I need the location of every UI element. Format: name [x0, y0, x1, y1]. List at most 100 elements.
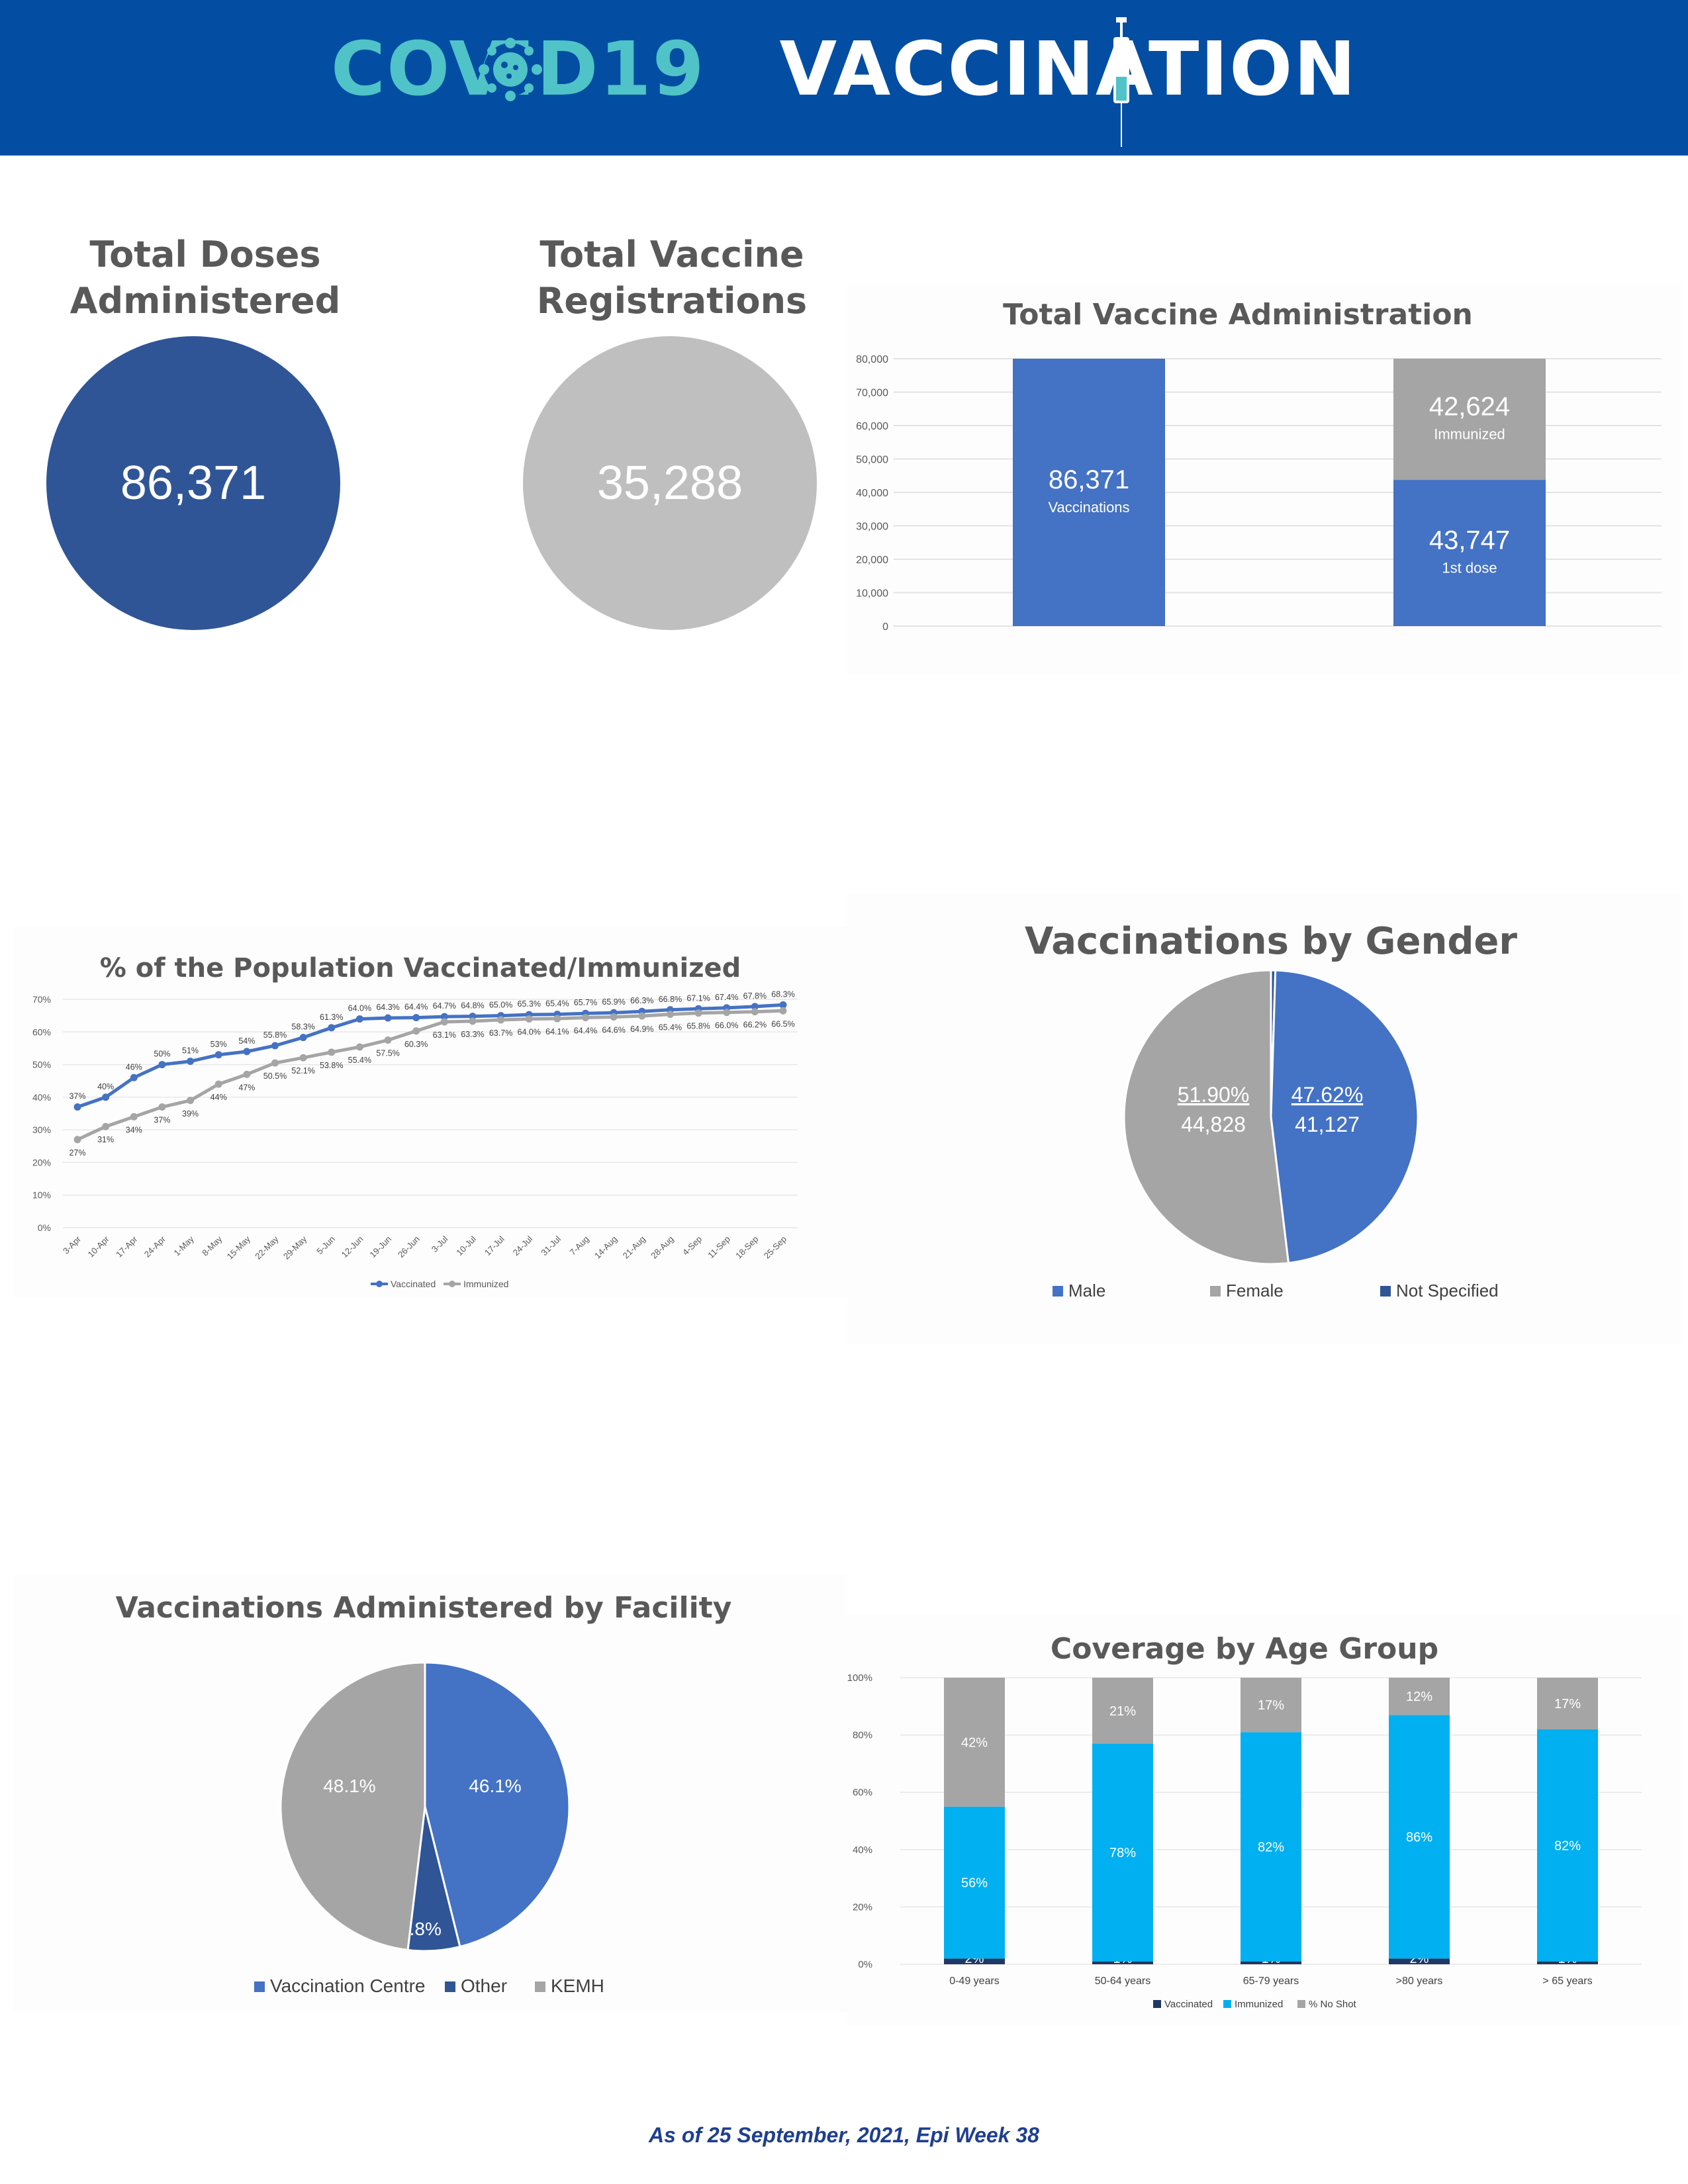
data-label: 64.8% — [461, 1001, 484, 1011]
gender-title: Vaccinations by Gender — [1024, 920, 1518, 963]
data-point — [328, 1048, 336, 1056]
registrations-value: 35,288 — [596, 457, 743, 510]
y-tick-label: 60% — [853, 1787, 872, 1798]
legend-swatch — [1297, 2000, 1305, 2008]
doses-label-line2: Administered — [70, 280, 341, 322]
doses-circle: 86,371 — [46, 336, 340, 630]
data-label: 61.3% — [320, 1013, 343, 1022]
facility-title: Vaccinations Administered by Facility — [115, 1591, 732, 1625]
data-label: 54% — [238, 1036, 255, 1046]
y-tick-label: 40,000 — [856, 488, 888, 499]
x-tick-label: 18-Sep — [733, 1234, 760, 1261]
y-tick-label: 20% — [32, 1157, 51, 1167]
stack-segment — [1241, 1678, 1301, 1733]
data-label: 46% — [126, 1062, 142, 1071]
segment-label: 78% — [1109, 1846, 1136, 1860]
legend-label: Vaccinated — [391, 1279, 436, 1289]
legend-label: Female — [1226, 1281, 1284, 1300]
x-tick-label: >80 years — [1396, 1976, 1443, 1987]
data-label: 65.0% — [489, 1001, 512, 1010]
title-vaccination: VACCINATION — [779, 26, 1358, 113]
data-label: 55.4% — [348, 1056, 371, 1065]
data-point — [610, 1013, 618, 1021]
data-point — [440, 1013, 448, 1021]
data-label: 58.3% — [291, 1023, 314, 1032]
data-label: 64.4% — [574, 1026, 597, 1036]
legend-swatch — [1210, 1286, 1221, 1297]
population-chart: 0% 10% 20% 30% 40% 50% 60% 70% 3-Apr 10-Apr 17-Apr… — [32, 989, 798, 1289]
data-point — [299, 1034, 307, 1042]
x-tick-label: 10-Jul — [454, 1234, 478, 1257]
data-point — [384, 1014, 392, 1022]
y-tick-label: 10% — [32, 1190, 51, 1201]
y-tick-label: 20,000 — [856, 555, 888, 566]
y-tick-label: 80% — [853, 1730, 872, 1741]
data-point — [412, 1027, 420, 1035]
slice-pct-label: 51.90% — [1178, 1083, 1250, 1107]
data-label: 64.4% — [404, 1003, 428, 1012]
data-label: 67.1% — [686, 993, 710, 1003]
legend-swatch — [1153, 2000, 1161, 2008]
segment-label: 17% — [1258, 1698, 1284, 1713]
y-tick-label: 0% — [858, 1959, 872, 1970]
data-label: 65.8% — [686, 1022, 710, 1031]
y-tick-label: 80,000 — [856, 354, 888, 365]
stack-segment — [1389, 1678, 1450, 1715]
data-point — [779, 1007, 787, 1015]
stack-segment — [1537, 1729, 1598, 1962]
x-tick-label: 1-May — [172, 1234, 196, 1257]
data-label: 64.9% — [630, 1024, 653, 1034]
data-point — [553, 1015, 561, 1023]
legend-label: Immunized — [463, 1279, 508, 1289]
data-point — [666, 1011, 674, 1019]
segment-label: 42% — [961, 1735, 988, 1750]
y-tick-label: 60,000 — [856, 421, 888, 432]
data-label: 53% — [211, 1040, 227, 1049]
data-label: 65.3% — [518, 999, 541, 1009]
y-tick-label: 0% — [38, 1222, 51, 1233]
bar-segment-label: Immunized — [1434, 426, 1505, 443]
data-point — [694, 1009, 702, 1017]
data-point — [102, 1093, 110, 1101]
data-point — [158, 1103, 166, 1111]
x-tick-label: 26-Jun — [396, 1234, 422, 1260]
x-tick-label: 14-Aug — [592, 1234, 619, 1261]
stack-segment — [944, 1958, 1005, 1964]
data-label: 64.7% — [433, 1001, 456, 1011]
legend-label: Male — [1068, 1281, 1105, 1300]
data-point — [187, 1097, 195, 1105]
footer-date: As of 25 September, 2021, Epi Week 38 — [649, 2123, 1039, 2147]
data-label: 47% — [238, 1083, 255, 1092]
legend-label: Vaccinated — [1164, 1999, 1213, 2010]
y-tick-label: 60% — [32, 1026, 51, 1037]
data-point — [102, 1122, 110, 1130]
legend-marker — [449, 1281, 455, 1287]
x-tick-label: 0-49 years — [949, 1976, 1000, 1987]
data-point — [355, 1043, 363, 1051]
data-label: 64.1% — [545, 1027, 569, 1036]
data-label: 50% — [154, 1050, 170, 1059]
stack-segment — [1241, 1732, 1301, 1962]
data-label: 52.1% — [291, 1066, 314, 1075]
bar-segment-label: 1st dose — [1442, 560, 1497, 576]
x-tick-label: 50-64 years — [1095, 1976, 1151, 1987]
page-title: COVID19 VACCINATION — [0, 26, 1688, 113]
segment-label: 82% — [1258, 1840, 1284, 1854]
pie-slice — [424, 1661, 571, 1948]
data-point — [243, 1070, 251, 1078]
data-point — [158, 1061, 166, 1069]
y-tick-label: 50,000 — [856, 455, 888, 466]
registrations-label: Total Vaccine Registrations — [506, 232, 837, 324]
slice-count-label: 44,828 — [1181, 1113, 1246, 1136]
doses-value: 86,371 — [120, 457, 267, 510]
registrations-label-line1: Total Vaccine — [539, 234, 804, 275]
data-point — [73, 1103, 81, 1111]
pie-slice — [1270, 969, 1419, 1265]
stack-segment — [1092, 1678, 1153, 1744]
y-tick-label: 30,000 — [856, 522, 888, 533]
data-label: 37% — [69, 1092, 85, 1101]
x-tick-label: > 65 years — [1542, 1976, 1592, 1987]
x-tick-label: 17-Jul — [483, 1234, 506, 1257]
x-tick-label: 29-May — [281, 1234, 309, 1261]
pie-slice — [1123, 969, 1290, 1265]
